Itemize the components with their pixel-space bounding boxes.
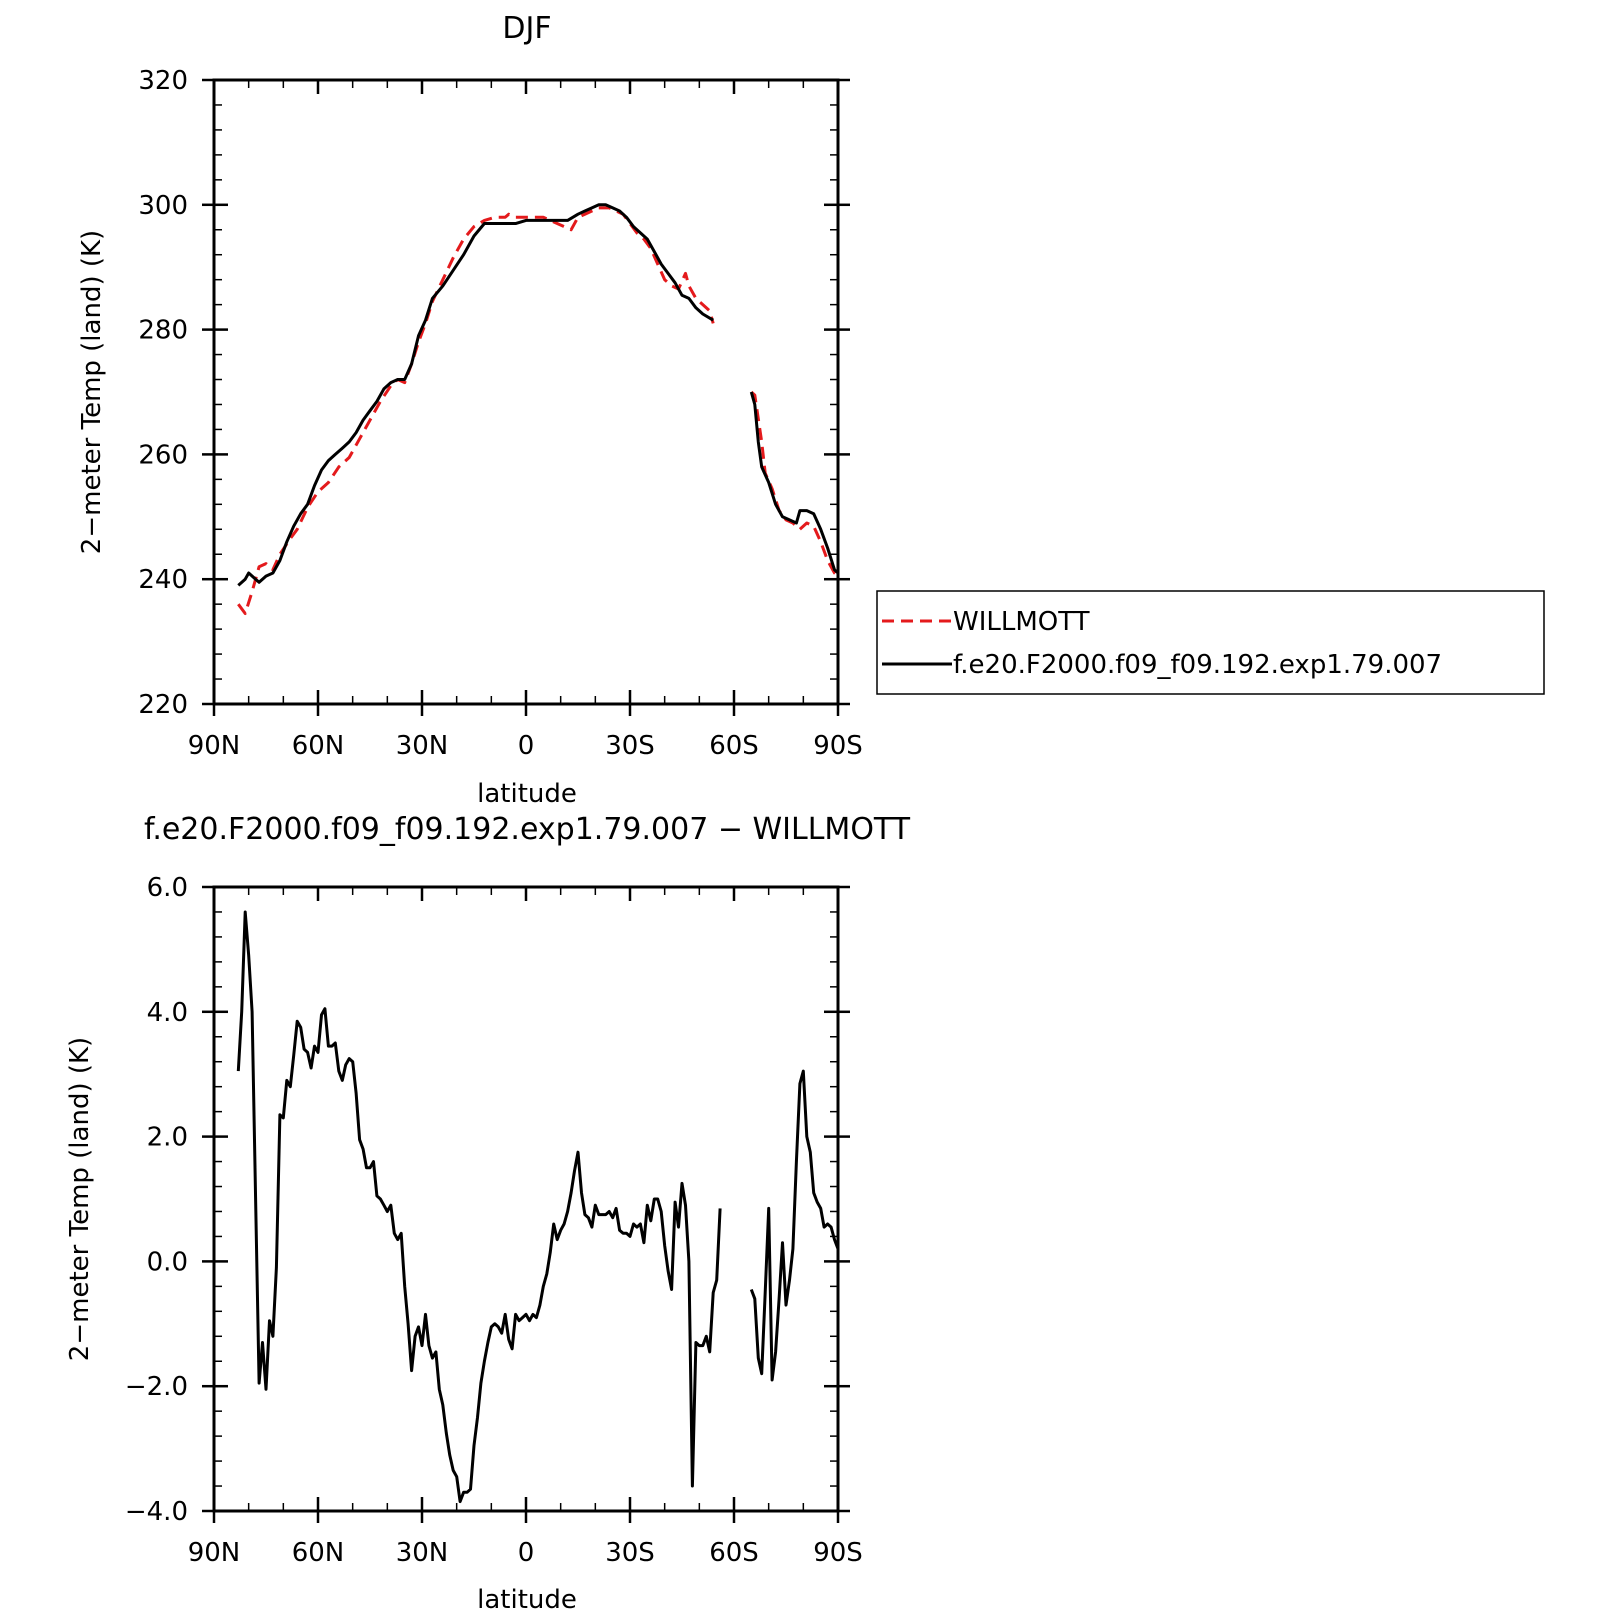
- bottom-x-axis-label: latitude: [477, 1585, 577, 1613]
- x-tick-label: 90S: [813, 1538, 863, 1568]
- legend-box: [876, 590, 1545, 695]
- y-tick-label: 0.0: [147, 1247, 188, 1277]
- x-tick-label: 60S: [709, 731, 759, 761]
- legend: WILLMOTT f.e20.F2000.f09_f09.192.exp1.79…: [876, 590, 1545, 695]
- bottom-chart-title: f.e20.F2000.f09_f09.192.exp1.79.007 − WI…: [144, 812, 911, 847]
- bottom-panel: f.e20.F2000.f09_f09.192.exp1.79.007 − WI…: [65, 812, 911, 1613]
- series-line-1-segment-1: [749, 391, 840, 575]
- y-tick-label: 2.0: [147, 1123, 188, 1153]
- bottom-ticks: 90N 60N 30N 0 30S 60S 90S −4.0 −2.0 0.0 2.0 4.0 6.0: [125, 873, 863, 1568]
- x-tick-label: 0: [518, 731, 535, 761]
- top-plot-frame: [212, 78, 840, 706]
- x-tick-label: 60N: [292, 1538, 345, 1568]
- bottom-plot-frame: [212, 885, 840, 1513]
- y-tick-label: 260: [138, 440, 188, 470]
- top-panel: DJF 90N 60N 30N 0 30S 60S 90S 220 240 260 280 300 32…: [77, 11, 863, 809]
- series-line-0-segment-1: [749, 1069, 840, 1382]
- y-tick-label: 6.0: [147, 873, 188, 903]
- legend-entry-model: f.e20.F2000.f09_f09.192.exp1.79.007: [953, 650, 1442, 680]
- series-line-0-segment-1: [750, 390, 839, 578]
- x-tick-label: 30S: [605, 731, 655, 761]
- y-tick-label: 4.0: [147, 998, 188, 1028]
- x-tick-label: 30N: [396, 731, 449, 761]
- x-tick-label: 90N: [188, 1538, 241, 1568]
- y-tick-label: 220: [138, 690, 188, 720]
- legend-entry-willmott: WILLMOTT: [953, 607, 1090, 637]
- x-tick-label: 90N: [188, 731, 241, 761]
- top-x-axis-label: latitude: [477, 779, 577, 809]
- x-tick-label: 30S: [605, 1538, 655, 1568]
- x-tick-label: 30N: [396, 1538, 449, 1568]
- series-line-0-segment-0: [236, 910, 722, 1504]
- y-tick-label: 300: [138, 191, 188, 221]
- bottom-series-group: [236, 910, 840, 1504]
- x-tick-label: 60S: [709, 1538, 759, 1568]
- top-series-group: [237, 203, 840, 615]
- x-tick-label: 60N: [292, 731, 345, 761]
- x-tick-label: 0: [518, 1538, 535, 1568]
- top-y-axis-label: 2−meter Temp (land) (K): [77, 230, 107, 554]
- y-tick-label: −2.0: [125, 1372, 188, 1402]
- bottom-y-axis-label: 2−meter Temp (land) (K): [65, 1037, 95, 1361]
- y-tick-label: 240: [138, 565, 188, 595]
- x-tick-label: 90S: [813, 731, 863, 761]
- series-line-0-segment-0: [237, 206, 715, 615]
- y-tick-label: 280: [138, 316, 188, 346]
- series-line-1-segment-0: [237, 203, 714, 587]
- top-chart-title: DJF: [502, 11, 551, 46]
- y-tick-label: 320: [138, 66, 188, 96]
- y-tick-label: −4.0: [125, 1497, 188, 1527]
- top-ticks: 90N 60N 30N 0 30S 60S 90S 220 240 260 280 300 320: [138, 66, 862, 761]
